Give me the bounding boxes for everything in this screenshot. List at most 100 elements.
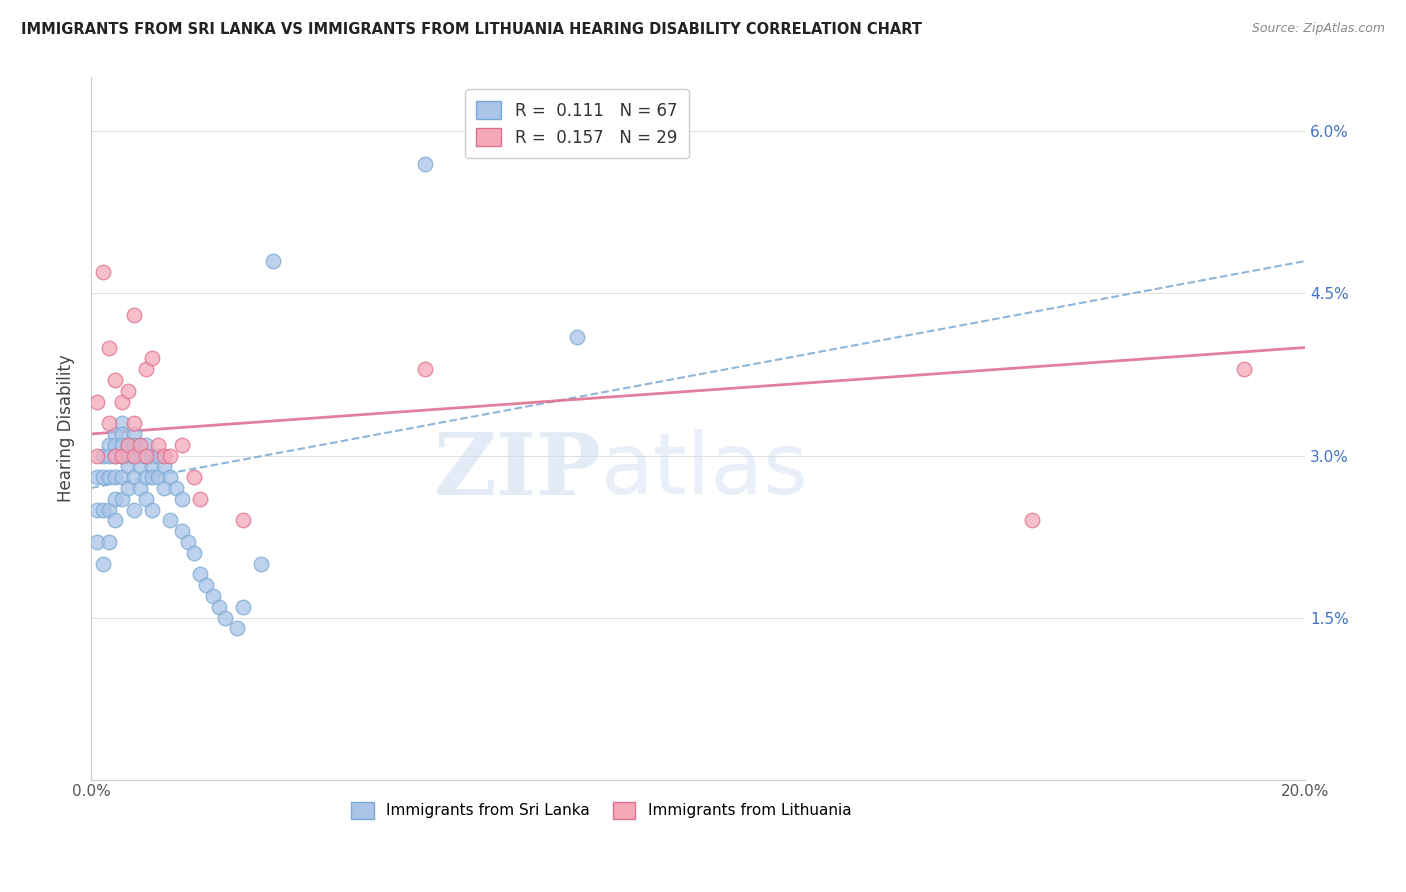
Point — [104, 470, 127, 484]
Point — [86, 535, 108, 549]
Point — [110, 449, 132, 463]
Point — [104, 449, 127, 463]
Point — [91, 449, 114, 463]
Point — [626, 135, 648, 149]
Point — [135, 449, 157, 463]
Point — [128, 449, 150, 463]
Point — [122, 470, 145, 484]
Point — [104, 373, 127, 387]
Point — [104, 513, 127, 527]
Point — [122, 308, 145, 322]
Point — [214, 610, 236, 624]
Point — [153, 459, 176, 474]
Point — [98, 438, 121, 452]
Point — [86, 502, 108, 516]
Point — [153, 449, 176, 463]
Point — [159, 449, 181, 463]
Point — [153, 481, 176, 495]
Point — [98, 502, 121, 516]
Point — [86, 394, 108, 409]
Point — [135, 470, 157, 484]
Point — [91, 502, 114, 516]
Point — [86, 470, 108, 484]
Point — [98, 470, 121, 484]
Point — [232, 513, 254, 527]
Point — [117, 481, 139, 495]
Point — [172, 438, 194, 452]
Point — [250, 557, 273, 571]
Point — [190, 491, 212, 506]
Point — [122, 426, 145, 441]
Point — [135, 449, 157, 463]
Point — [413, 157, 436, 171]
Point — [98, 535, 121, 549]
Point — [117, 438, 139, 452]
Point — [98, 341, 121, 355]
Point — [141, 470, 163, 484]
Point — [110, 470, 132, 484]
Point — [117, 384, 139, 398]
Point — [110, 491, 132, 506]
Point — [262, 254, 284, 268]
Point — [232, 599, 254, 614]
Point — [141, 351, 163, 366]
Point — [98, 416, 121, 430]
Point — [122, 502, 145, 516]
Point — [141, 449, 163, 463]
Point — [413, 362, 436, 376]
Point — [104, 491, 127, 506]
Point — [172, 491, 194, 506]
Point — [146, 438, 169, 452]
Point — [565, 329, 588, 343]
Point — [110, 394, 132, 409]
Point — [128, 438, 150, 452]
Text: Source: ZipAtlas.com: Source: ZipAtlas.com — [1251, 22, 1385, 36]
Point — [128, 459, 150, 474]
Point — [117, 438, 139, 452]
Point — [110, 416, 132, 430]
Point — [146, 449, 169, 463]
Point — [172, 524, 194, 538]
Point — [117, 459, 139, 474]
Point — [122, 416, 145, 430]
Point — [183, 470, 205, 484]
Point — [122, 449, 145, 463]
Point — [190, 567, 212, 582]
Point — [177, 535, 200, 549]
Y-axis label: Hearing Disability: Hearing Disability — [58, 355, 75, 502]
Point — [135, 362, 157, 376]
Text: atlas: atlas — [600, 429, 808, 512]
Point — [201, 589, 224, 603]
Point — [207, 599, 229, 614]
Point — [195, 578, 218, 592]
Point — [1233, 362, 1256, 376]
Point — [122, 449, 145, 463]
Point — [225, 621, 247, 635]
Point — [146, 470, 169, 484]
Text: ZIP: ZIP — [433, 429, 600, 513]
Point — [91, 265, 114, 279]
Point — [122, 438, 145, 452]
Point — [110, 426, 132, 441]
Point — [183, 546, 205, 560]
Point — [110, 438, 132, 452]
Point — [128, 481, 150, 495]
Point — [91, 470, 114, 484]
Point — [128, 438, 150, 452]
Point — [110, 449, 132, 463]
Point — [1021, 513, 1043, 527]
Point — [91, 557, 114, 571]
Point — [141, 459, 163, 474]
Point — [98, 449, 121, 463]
Point — [141, 502, 163, 516]
Point — [135, 491, 157, 506]
Point — [159, 513, 181, 527]
Point — [159, 470, 181, 484]
Point — [104, 438, 127, 452]
Point — [104, 449, 127, 463]
Point — [165, 481, 187, 495]
Point — [104, 426, 127, 441]
Legend: Immigrants from Sri Lanka, Immigrants from Lithuania: Immigrants from Sri Lanka, Immigrants fr… — [344, 796, 858, 824]
Point — [135, 438, 157, 452]
Point — [86, 449, 108, 463]
